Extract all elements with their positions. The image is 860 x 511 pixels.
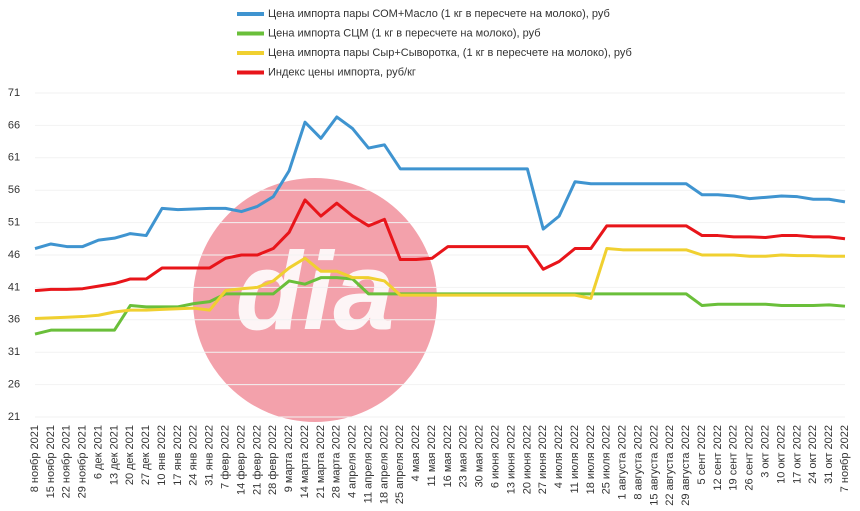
y-tick-label: 51 <box>8 217 20 229</box>
x-tick-label: 4 апреля 2022 <box>347 425 359 498</box>
series-line <box>34 198 846 293</box>
x-tick-label: 31 окт 2022 <box>823 425 835 484</box>
x-tick-label: 27 июня 2022 <box>537 425 549 494</box>
legend-label: Цена импорта пары Сыр+Сыворотка, (1 кг в… <box>268 47 632 59</box>
x-tick-label: 24 янв 2022 <box>188 425 200 486</box>
x-tick-label: 25 апреля 2022 <box>394 425 406 504</box>
x-tick-label: 13 июня 2022 <box>505 425 517 494</box>
y-tick-label: 66 <box>8 119 20 131</box>
x-tick-label: 7 ноябр 2022 <box>839 425 851 492</box>
x-tick-label: 19 сент 2022 <box>728 425 740 491</box>
x-tick-label: 11 июля 2022 <box>569 425 581 494</box>
x-tick-label: 3 окт 2022 <box>759 425 771 478</box>
x-tick-label: 13 дек 2021 <box>108 425 120 485</box>
x-tick-label: 16 мая 2022 <box>442 425 454 487</box>
y-tick-label: 26 <box>8 379 20 391</box>
x-tick-label: 29 августа 2022 <box>680 425 692 506</box>
watermark-circle <box>193 178 437 422</box>
y-tick-label: 46 <box>8 249 20 261</box>
x-tick-label: 17 окт 2022 <box>791 425 803 484</box>
x-tick-label: 15 ноябр 2021 <box>45 425 57 498</box>
x-tick-label: 14 февр 2022 <box>235 425 247 495</box>
x-tick-label: 8 августа 2022 <box>632 425 644 500</box>
x-tick-label: 5 сент 2022 <box>696 425 708 484</box>
x-tick-label: 30 мая 2022 <box>474 425 486 487</box>
y-tick-label: 71 <box>8 87 20 99</box>
x-tick-label: 31 янв 2022 <box>204 425 216 486</box>
x-tick-label: 6 июня 2022 <box>489 425 501 488</box>
x-tick-label: 4 мая 2022 <box>410 425 422 481</box>
x-tick-label: 28 марта 2022 <box>331 425 343 498</box>
x-tick-label: 7 февр 2022 <box>219 425 231 489</box>
y-tick-label: 41 <box>8 281 20 293</box>
y-tick-label: 36 <box>8 314 20 326</box>
x-tick-label: 29 ноябр 2021 <box>77 425 89 498</box>
x-tick-label: 26 сент 2022 <box>744 425 756 491</box>
x-tick-label: 12 сент 2022 <box>712 425 724 491</box>
x-tick-label: 9 марта 2022 <box>283 425 295 492</box>
x-tick-label: 17 янв 2022 <box>172 425 184 486</box>
x-tick-label: 8 ноябр 2021 <box>29 425 41 492</box>
x-tick-label: 14 марта 2022 <box>299 425 311 498</box>
series-line <box>34 247 845 321</box>
x-tick-label: 28 февр 2022 <box>267 425 279 495</box>
y-tick-label: 56 <box>8 184 20 196</box>
x-tick-label: 25 июля 2022 <box>601 425 613 494</box>
y-tick-label: 31 <box>8 346 20 358</box>
x-tick-label: 18 апреля 2022 <box>378 425 390 504</box>
x-tick-label: 23 мая 2022 <box>458 425 470 487</box>
legend-label: Индекс цены импорта, руб/кг <box>268 66 416 78</box>
x-tick-label: 20 июня 2022 <box>521 425 533 494</box>
x-tick-label: 22 ноябр 2021 <box>61 425 73 498</box>
x-tick-label: 24 окт 2022 <box>807 425 819 484</box>
y-tick-label: 21 <box>8 411 20 423</box>
series-line <box>34 276 846 336</box>
x-tick-label: 10 окт 2022 <box>775 425 787 484</box>
y-tick-label: 61 <box>8 152 20 164</box>
x-tick-label: 18 июля 2022 <box>585 425 597 494</box>
x-tick-label: 1 августа 2022 <box>617 425 629 500</box>
x-tick-label: 4 июля 2022 <box>553 425 565 488</box>
series-line <box>34 115 846 250</box>
x-tick-label: 15 августа 2022 <box>648 425 660 506</box>
x-tick-label: 20 дек 2021 <box>124 425 136 485</box>
x-tick-label: 21 февр 2022 <box>251 425 263 495</box>
x-tick-label: 27 дек 2021 <box>140 425 152 485</box>
legend-label: Цена импорта пары СОМ+Масло (1 кг в пере… <box>268 8 610 20</box>
x-tick-label: 22 августа 2022 <box>664 425 676 506</box>
x-tick-label: 21 марта 2022 <box>315 425 327 498</box>
x-tick-label: 11 апреля 2022 <box>362 425 374 503</box>
x-tick-label: 6 дек 2021 <box>92 425 104 479</box>
x-tick-label: 11 мая 2022 <box>426 425 438 487</box>
watermark: dia <box>236 230 395 353</box>
legend-label: Цена импорта СЦМ (1 кг в пересчете на мо… <box>268 27 541 39</box>
x-tick-label: 10 янв 2022 <box>156 425 168 486</box>
